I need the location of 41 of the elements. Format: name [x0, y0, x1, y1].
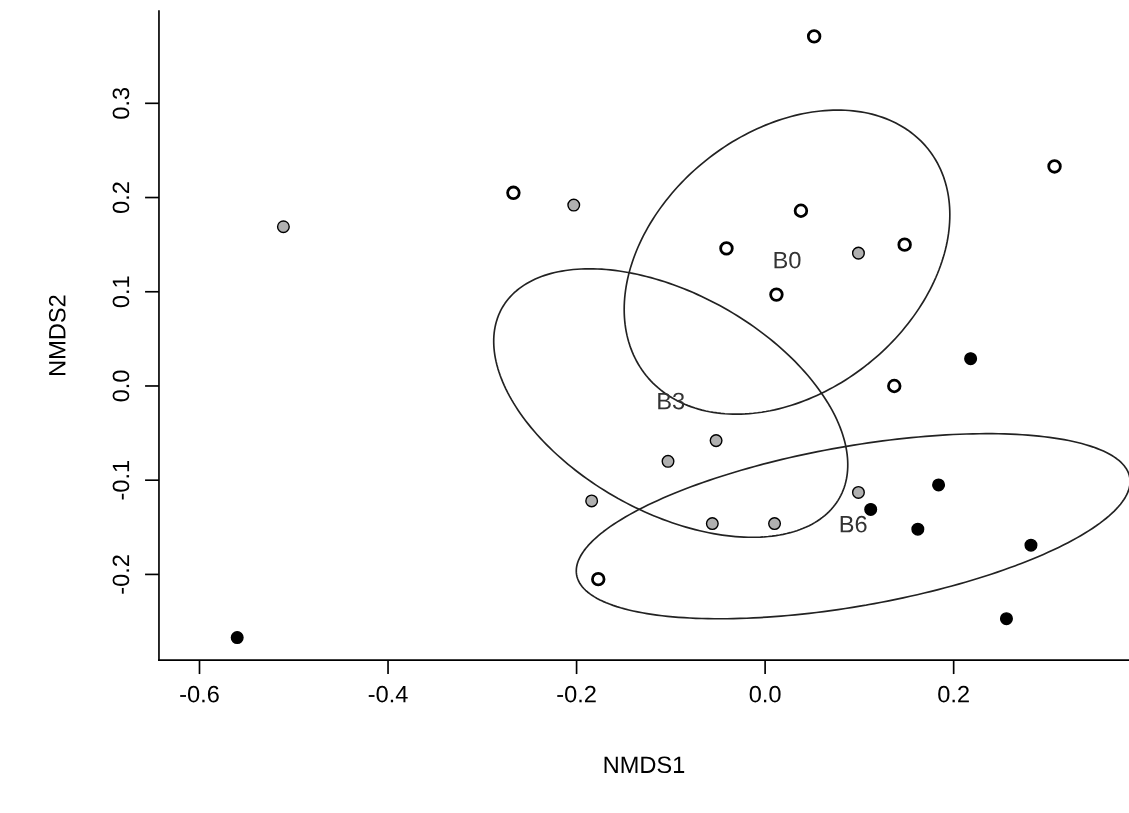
x-tick-label: -0.2	[557, 685, 596, 703]
point	[806, 29, 822, 44]
annotation: B6	[840, 515, 867, 533]
y-tick-label: -0.2	[112, 555, 130, 594]
point	[276, 220, 290, 234]
point	[768, 517, 782, 531]
x-tick-label: 0.2	[938, 685, 969, 703]
point	[585, 494, 599, 508]
annotation: B3	[658, 392, 685, 410]
point	[851, 246, 865, 260]
point	[911, 522, 925, 536]
point	[1024, 538, 1038, 552]
point	[864, 502, 878, 516]
y-tick-label: 0.1	[112, 276, 130, 308]
y-tick-label: 0.3	[112, 87, 130, 119]
y-tick-label: 0.2	[112, 182, 130, 214]
x-tick-label: -0.6	[180, 685, 219, 703]
point	[932, 478, 946, 492]
x-axis-title: NMDS1	[604, 756, 685, 774]
point	[230, 631, 244, 645]
point	[567, 198, 581, 212]
point	[769, 287, 784, 302]
point	[709, 434, 723, 448]
point	[705, 517, 719, 531]
point	[1047, 159, 1062, 174]
point	[887, 378, 902, 394]
annotation: B0	[774, 251, 801, 269]
x-tick-label: -0.4	[368, 685, 408, 703]
point	[661, 454, 675, 468]
y-axis-title: NMDS2	[48, 295, 66, 375]
point	[719, 241, 734, 256]
y-tick-label: 0.0	[112, 370, 130, 402]
point	[793, 203, 809, 218]
y-tick-label: -0.1	[112, 461, 130, 500]
point	[591, 571, 606, 587]
point	[851, 485, 865, 499]
x-tick-label: 0.0	[749, 685, 781, 703]
point	[897, 237, 912, 252]
point	[506, 185, 521, 201]
point	[999, 612, 1013, 626]
point	[964, 352, 978, 366]
